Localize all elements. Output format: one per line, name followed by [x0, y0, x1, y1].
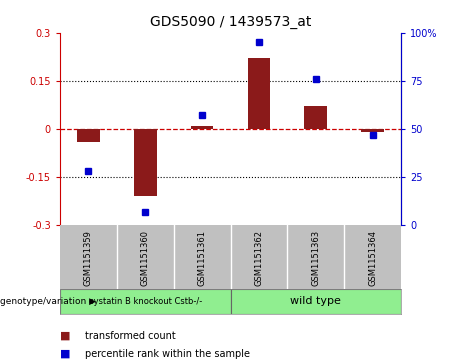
Text: ■: ■ [60, 349, 74, 359]
Bar [248, 58, 270, 129]
Text: GSM1151363: GSM1151363 [311, 230, 320, 286]
Text: wild type: wild type [290, 296, 341, 306]
Bar [304, 106, 327, 129]
Bar [361, 129, 384, 132]
Text: transformed count: transformed count [85, 331, 176, 341]
Bar [77, 129, 100, 142]
Bar [230, 289, 401, 314]
Text: genotype/variation ▶: genotype/variation ▶ [0, 297, 96, 306]
Text: GSM1151360: GSM1151360 [141, 230, 150, 286]
Text: cystatin B knockout Cstb-/-: cystatin B knockout Cstb-/- [89, 297, 202, 306]
Text: GSM1151361: GSM1151361 [198, 230, 207, 286]
Bar [191, 126, 213, 129]
Text: percentile rank within the sample: percentile rank within the sample [85, 349, 250, 359]
Text: GSM1151362: GSM1151362 [254, 230, 263, 286]
Bar [134, 129, 157, 196]
Text: GSM1151359: GSM1151359 [84, 230, 93, 286]
Title: GDS5090 / 1439573_at: GDS5090 / 1439573_at [150, 15, 311, 29]
Text: ■: ■ [60, 331, 74, 341]
Bar [60, 289, 230, 314]
Text: GSM1151364: GSM1151364 [368, 230, 377, 286]
